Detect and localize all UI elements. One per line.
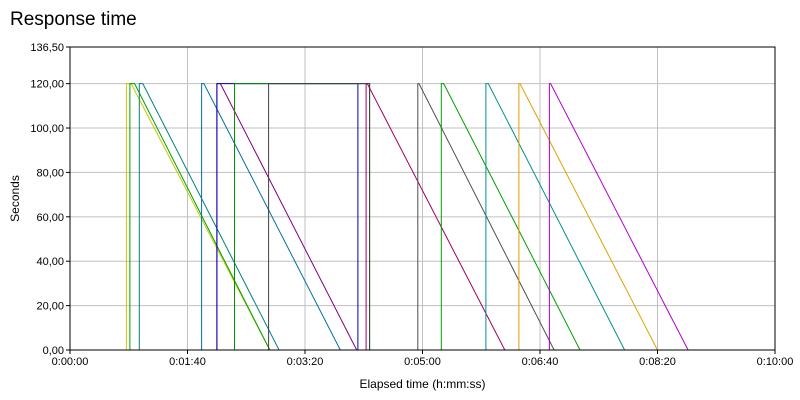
y-axis-label: Seconds	[8, 175, 22, 222]
x-tick-label: 0:10:00	[757, 356, 794, 368]
x-tick-label: 0:00:00	[52, 356, 89, 368]
x-tick-label: 0:08:20	[639, 356, 676, 368]
y-tick-label: 60,00	[36, 212, 64, 224]
y-axis-ticks: 0,00 20,00 40,00 60,00 80,00 100,00 120,00 136,…	[30, 42, 70, 357]
x-axis-label: Elapsed time (h:mm:ss)	[359, 377, 485, 391]
grid-lines	[70, 47, 775, 350]
x-tick-label: 0:05:00	[404, 356, 441, 368]
y-tick-label: 20,00	[36, 301, 64, 313]
y-tick-label: 80,00	[36, 167, 64, 179]
x-axis-ticks: 0:00:00 0:01:40 0:03:20 0:05:00 0:06:40 0:08:…	[52, 350, 794, 368]
y-tick-label: 100,00	[30, 123, 64, 135]
chart-title: Response time	[10, 9, 137, 30]
y-tick-label: 0,00	[43, 345, 64, 357]
y-tick-label: 136,50	[30, 42, 64, 54]
x-tick-label: 0:06:40	[522, 356, 559, 368]
x-tick-label: 0:03:20	[287, 356, 324, 368]
x-tick-label: 0:01:40	[169, 356, 206, 368]
y-tick-label: 40,00	[36, 256, 64, 268]
y-tick-label: 120,00	[30, 79, 64, 91]
